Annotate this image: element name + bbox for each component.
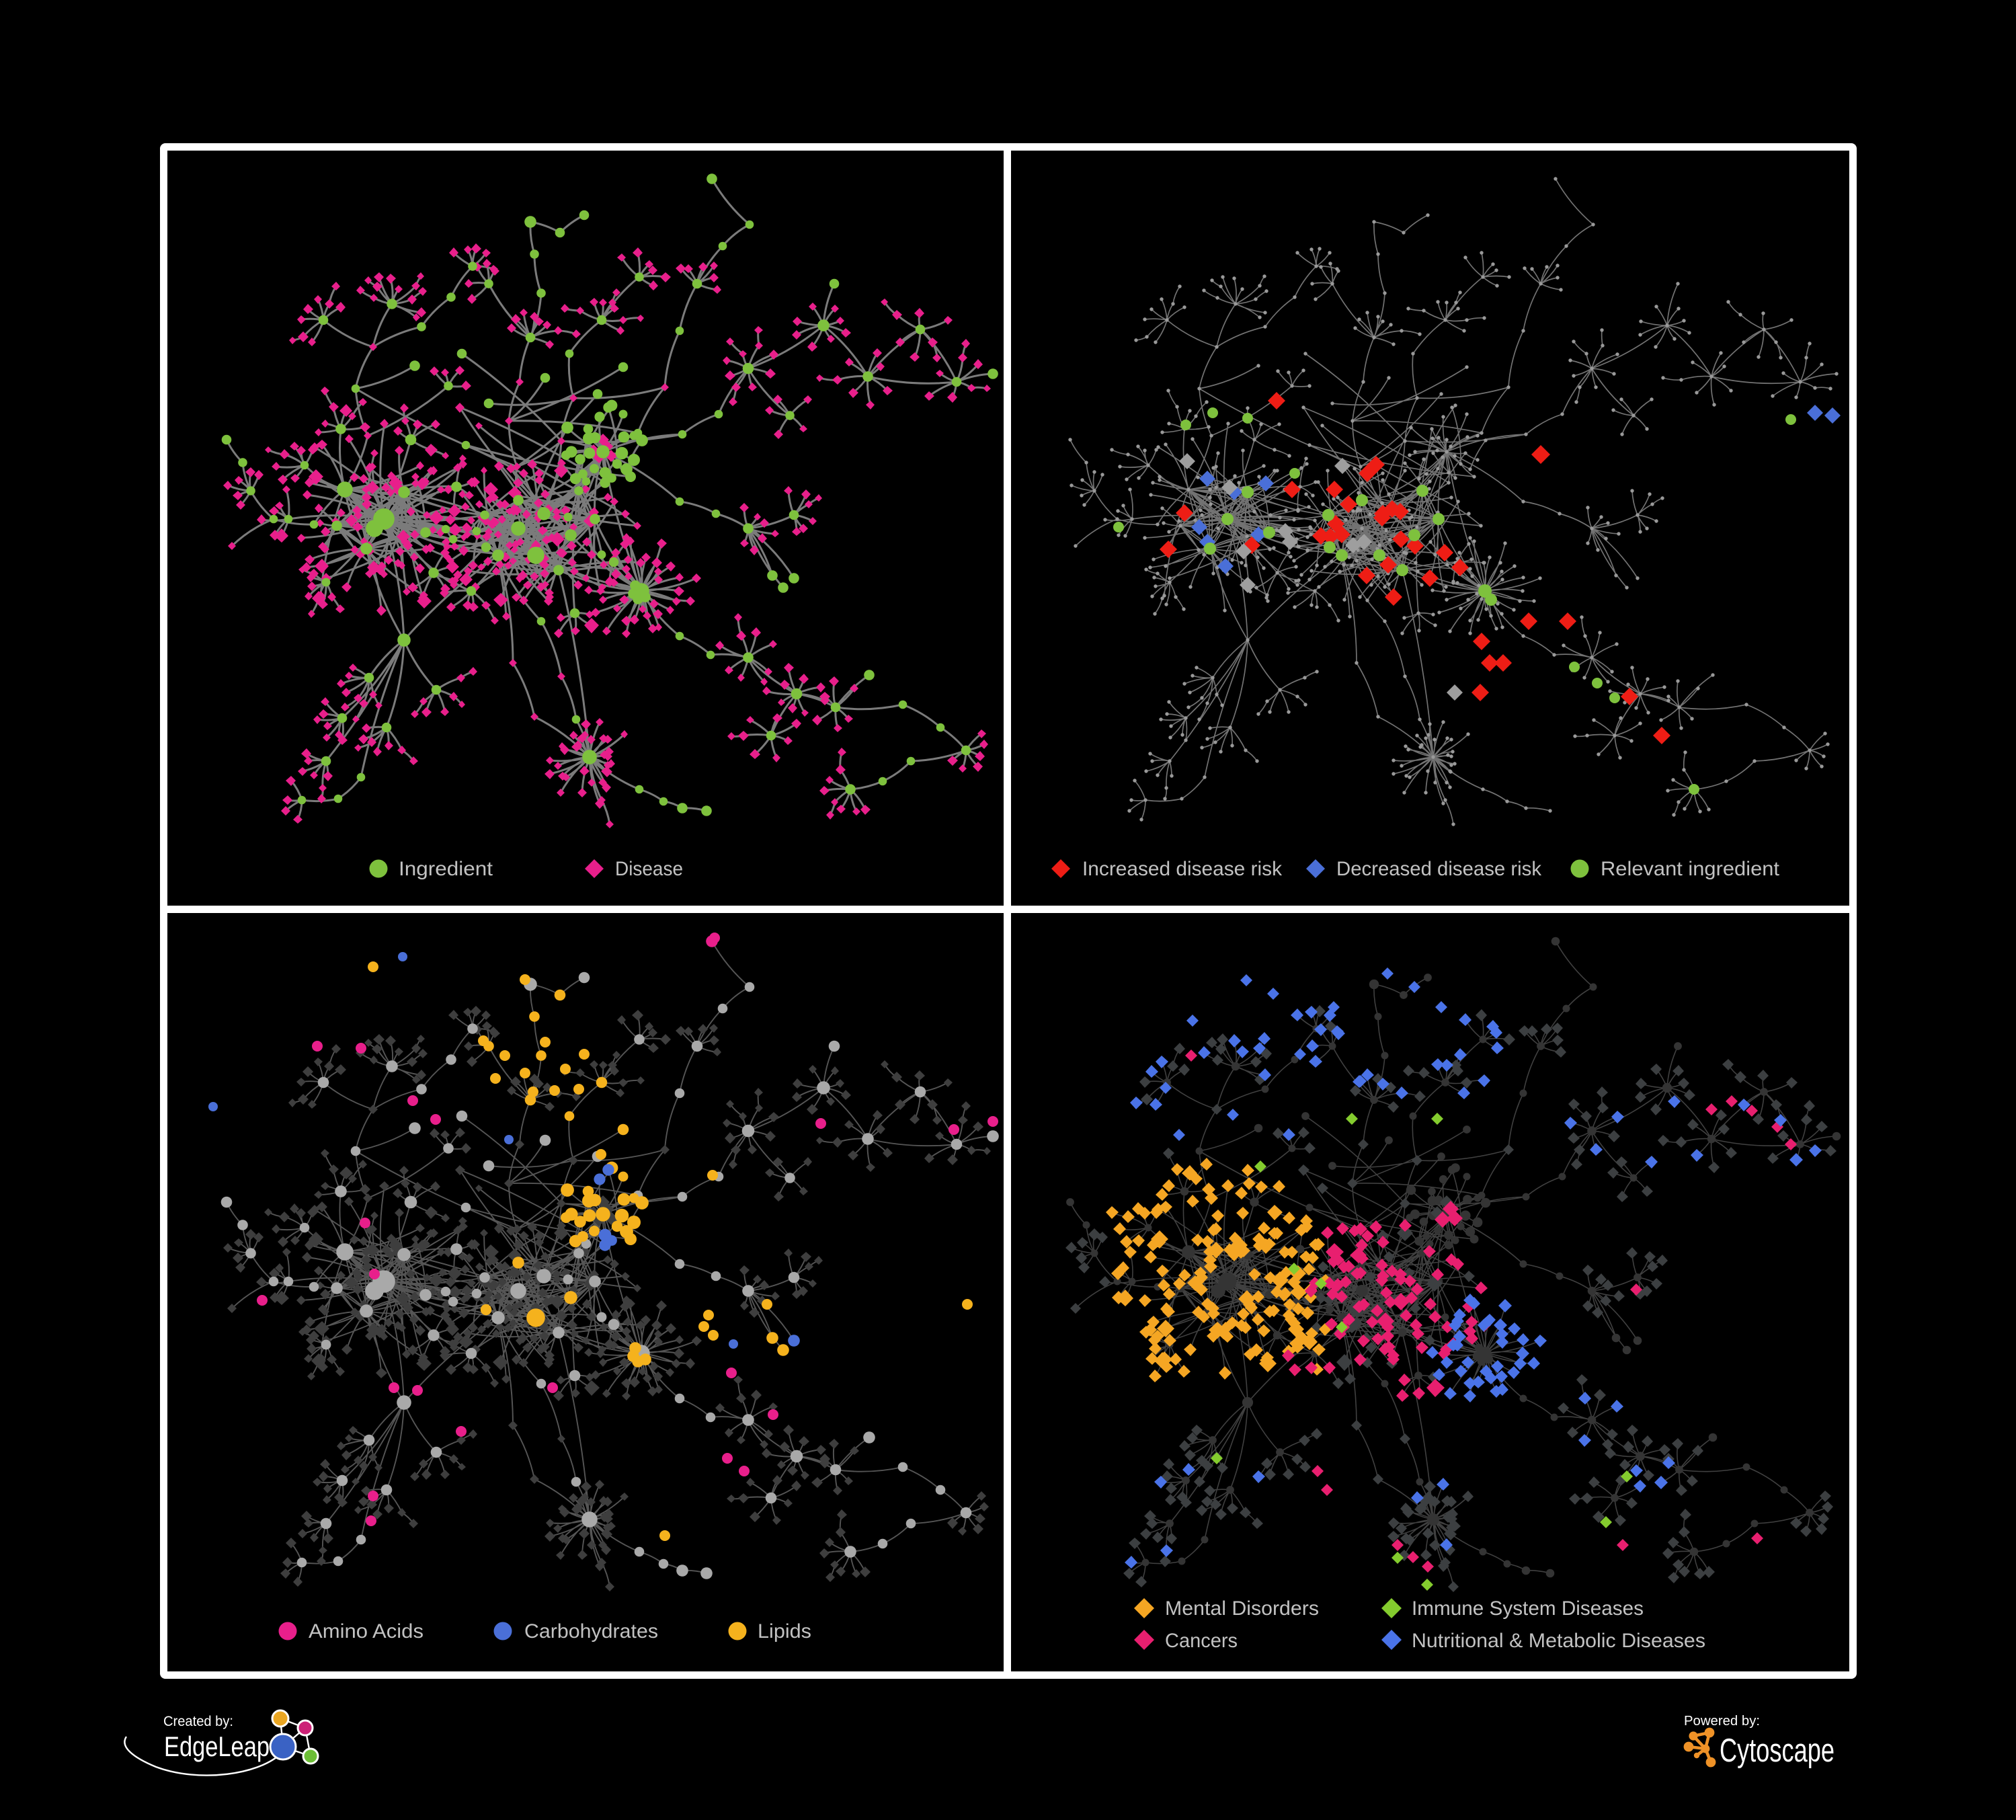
svg-text:Mental Disorders: Mental Disorders [1165,1597,1319,1620]
svg-text:Relevant ingredient: Relevant ingredient [1601,858,1780,880]
svg-text:Powered by:: Powered by: [1684,1714,1760,1729]
svg-text:Created by:: Created by: [163,1714,233,1729]
svg-text:Disease: Disease [615,858,683,880]
svg-text:Nutritional & Metabolic Diseas: Nutritional & Metabolic Diseases [1412,1630,1705,1652]
svg-text:Decreased disease risk: Decreased disease risk [1336,858,1542,880]
svg-text:Immune System Diseases: Immune System Diseases [1412,1597,1644,1620]
svg-text:Carbohydrates: Carbohydrates [524,1620,658,1643]
svg-text:Cancers: Cancers [1165,1630,1238,1652]
svg-text:Amino Acids: Amino Acids [309,1620,424,1643]
svg-text:Increased disease risk: Increased disease risk [1082,858,1283,880]
svg-text:Ingredient: Ingredient [399,858,493,880]
svg-text:Cytoscape: Cytoscape [1720,1733,1834,1769]
svg-text:Lipids: Lipids [758,1620,811,1643]
svg-text:EdgeLeap: EdgeLeap [164,1731,270,1762]
